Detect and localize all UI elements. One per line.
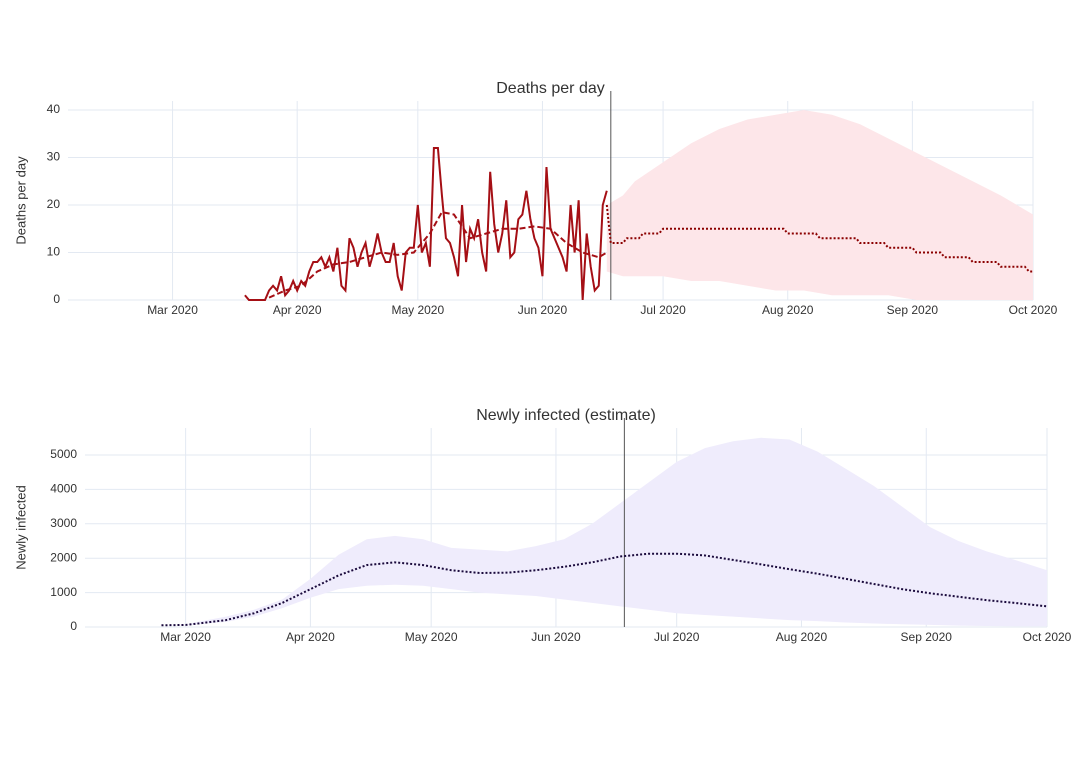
y-tick-label: 4000 [50,482,77,496]
x-tick-label: Oct 2020 [1009,303,1058,317]
x-tick-label: Apr 2020 [286,630,335,644]
confidence-band [606,110,1033,300]
x-tick-label: Jul 2020 [654,630,700,644]
y-tick-label: 3000 [50,516,77,530]
x-tick-label: Oct 2020 [1023,630,1072,644]
x-tick-label: Sep 2020 [901,630,953,644]
y-tick-label: 5000 [50,447,77,461]
y-tick-label: 10 [47,245,61,259]
series-line [268,211,608,299]
x-tick-label: Sep 2020 [887,303,939,317]
confidence-band [161,437,1047,627]
chart-title: Deaths per day [496,80,605,97]
y-tick-label: 0 [70,619,77,633]
x-tick-label: Jul 2020 [640,303,686,317]
chart-title: Newly infected (estimate) [476,407,656,424]
y-tick-label: 30 [47,150,61,164]
y-axis-title: Deaths per day [13,156,28,245]
x-tick-label: Jun 2020 [531,630,581,644]
series-line [244,147,608,301]
y-tick-label: 40 [47,102,61,116]
x-tick-label: Aug 2020 [776,630,828,644]
y-tick-label: 1000 [50,585,77,599]
x-tick-label: May 2020 [391,303,444,317]
x-tick-label: May 2020 [405,630,458,644]
y-tick-label: 2000 [50,550,77,564]
x-tick-label: Apr 2020 [273,303,322,317]
x-tick-label: Mar 2020 [160,630,211,644]
x-tick-label: Mar 2020 [147,303,198,317]
y-axis-title: Newly infected [13,485,28,570]
x-tick-label: Jun 2020 [518,303,568,317]
y-tick-label: 20 [47,197,61,211]
y-tick-label: 0 [53,292,60,306]
x-tick-label: Aug 2020 [762,303,814,317]
series-line [605,204,1033,273]
